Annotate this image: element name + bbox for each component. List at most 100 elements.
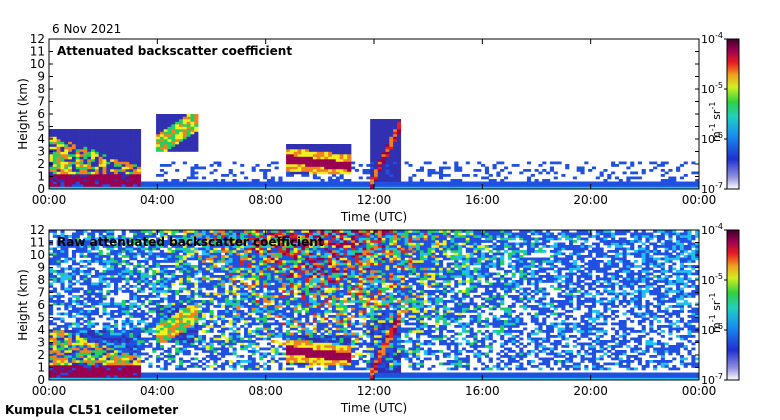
- heatmap-cell: [263, 169, 268, 172]
- heatmap-cell: [282, 252, 287, 256]
- heatmap-cell: [209, 342, 214, 346]
- heatmap-cell: [163, 317, 168, 321]
- heatmap-cell: [175, 332, 180, 336]
- heatmap-cell: [144, 262, 149, 266]
- heatmap-cell: [182, 230, 187, 233]
- heatmap-cell: [60, 337, 65, 341]
- heatmap-cell: [125, 372, 130, 376]
- heatmap-cell: [156, 317, 161, 321]
- heatmap-cell: [201, 347, 207, 351]
- heatmap-cell: [289, 154, 294, 157]
- heatmap-cell: [87, 267, 92, 271]
- heatmap-cell: [465, 161, 470, 165]
- heatmap-cell: [278, 247, 283, 251]
- heatmap-cell: [301, 159, 306, 162]
- heatmap-cell: [316, 186, 321, 190]
- heatmap-cell: [186, 257, 191, 261]
- heatmap-cell: [102, 174, 107, 177]
- heatmap-cell: [385, 181, 390, 185]
- heatmap-cell: [110, 370, 115, 373]
- heatmap-cell: [148, 250, 153, 253]
- heatmap-cell: [240, 317, 245, 321]
- heatmap-cell: [247, 277, 252, 281]
- heatmap-cell: [198, 235, 203, 238]
- heatmap-cell: [159, 320, 164, 323]
- heatmap-cell: [94, 342, 99, 346]
- heatmap-cell: [389, 186, 394, 190]
- heatmap-cell: [94, 164, 99, 167]
- heatmap-cell: [255, 267, 260, 271]
- heatmap-cell: [266, 267, 272, 271]
- heatmap-cell: [182, 310, 187, 313]
- heatmap-cell: [94, 362, 99, 366]
- heatmap-cell: [98, 345, 103, 348]
- heatmap-cell: [293, 372, 298, 376]
- heatmap-cell: [221, 290, 226, 293]
- heatmap-cell: [156, 265, 161, 268]
- heatmap-cell: [251, 242, 256, 246]
- heatmap-cell: [259, 232, 264, 236]
- heatmap-cell: [87, 322, 92, 326]
- heatmap-cell: [205, 350, 210, 353]
- heatmap-cell: [240, 164, 245, 167]
- heatmap-cell: [221, 362, 226, 366]
- heatmap-cell: [102, 335, 107, 338]
- heatmap-cell: [68, 154, 73, 157]
- heatmap-cell: [656, 186, 662, 190]
- heatmap-cell: [630, 184, 635, 187]
- heatmap-cell: [71, 277, 77, 281]
- heatmap-cell: [156, 114, 161, 117]
- heatmap-cell: [106, 362, 111, 366]
- heatmap-cell: [546, 181, 551, 185]
- heatmap-cell: [263, 292, 268, 296]
- heatmap-cell: [148, 265, 153, 268]
- heatmap-cell: [221, 365, 226, 368]
- heatmap-cell: [213, 252, 218, 256]
- heatmap-cell: [515, 164, 520, 167]
- heatmap-cell: [278, 181, 283, 185]
- heatmap-cell: [263, 347, 268, 351]
- heatmap-cell: [289, 350, 294, 353]
- heatmap-cell: [251, 280, 256, 283]
- heatmap-cell: [282, 230, 287, 233]
- heatmap-cell: [194, 146, 199, 150]
- heatmap-cell: [87, 161, 92, 165]
- heatmap-cell: [136, 262, 142, 266]
- heatmap-cell: [442, 166, 447, 170]
- heatmap-cell: [182, 297, 187, 301]
- y-tick-label: 1: [37, 170, 45, 184]
- heatmap-cell: [171, 119, 176, 122]
- instrument-label: Kumpula CL51 ceilometer: [5, 403, 178, 417]
- heatmap-cell: [213, 186, 218, 190]
- heatmap-cell: [389, 126, 394, 130]
- heatmap-cell: [56, 237, 61, 241]
- heatmap-cell: [286, 292, 291, 296]
- heatmap-cell: [179, 277, 184, 281]
- heatmap-cell: [117, 312, 122, 316]
- heatmap-cell: [60, 367, 65, 371]
- heatmap-cell: [186, 372, 191, 376]
- heatmap-cell: [60, 302, 65, 306]
- heatmap-cell: [87, 235, 92, 238]
- heatmap-cell: [94, 149, 99, 152]
- heatmap-cell: [87, 139, 92, 142]
- heatmap-cell: [83, 240, 88, 243]
- heatmap-cell: [683, 186, 688, 190]
- heatmap-cell: [91, 161, 96, 165]
- heatmap-cell: [198, 310, 203, 313]
- heatmap-cell: [163, 260, 168, 263]
- heatmap-cell: [102, 377, 107, 381]
- heatmap-cell: [412, 184, 417, 187]
- heatmap-cell: [335, 161, 340, 165]
- heatmap-cell: [182, 149, 187, 152]
- heatmap-cell: [71, 240, 77, 243]
- heatmap-cell: [186, 119, 191, 122]
- heatmap-cell: [71, 255, 77, 258]
- heatmap-cell: [377, 146, 382, 150]
- heatmap-cell: [114, 332, 119, 336]
- heatmap-cell: [144, 272, 149, 276]
- heatmap-cell: [75, 317, 80, 321]
- heatmap-cell: [251, 181, 256, 185]
- heatmap-cell: [473, 169, 478, 172]
- heatmap-cell: [159, 280, 164, 283]
